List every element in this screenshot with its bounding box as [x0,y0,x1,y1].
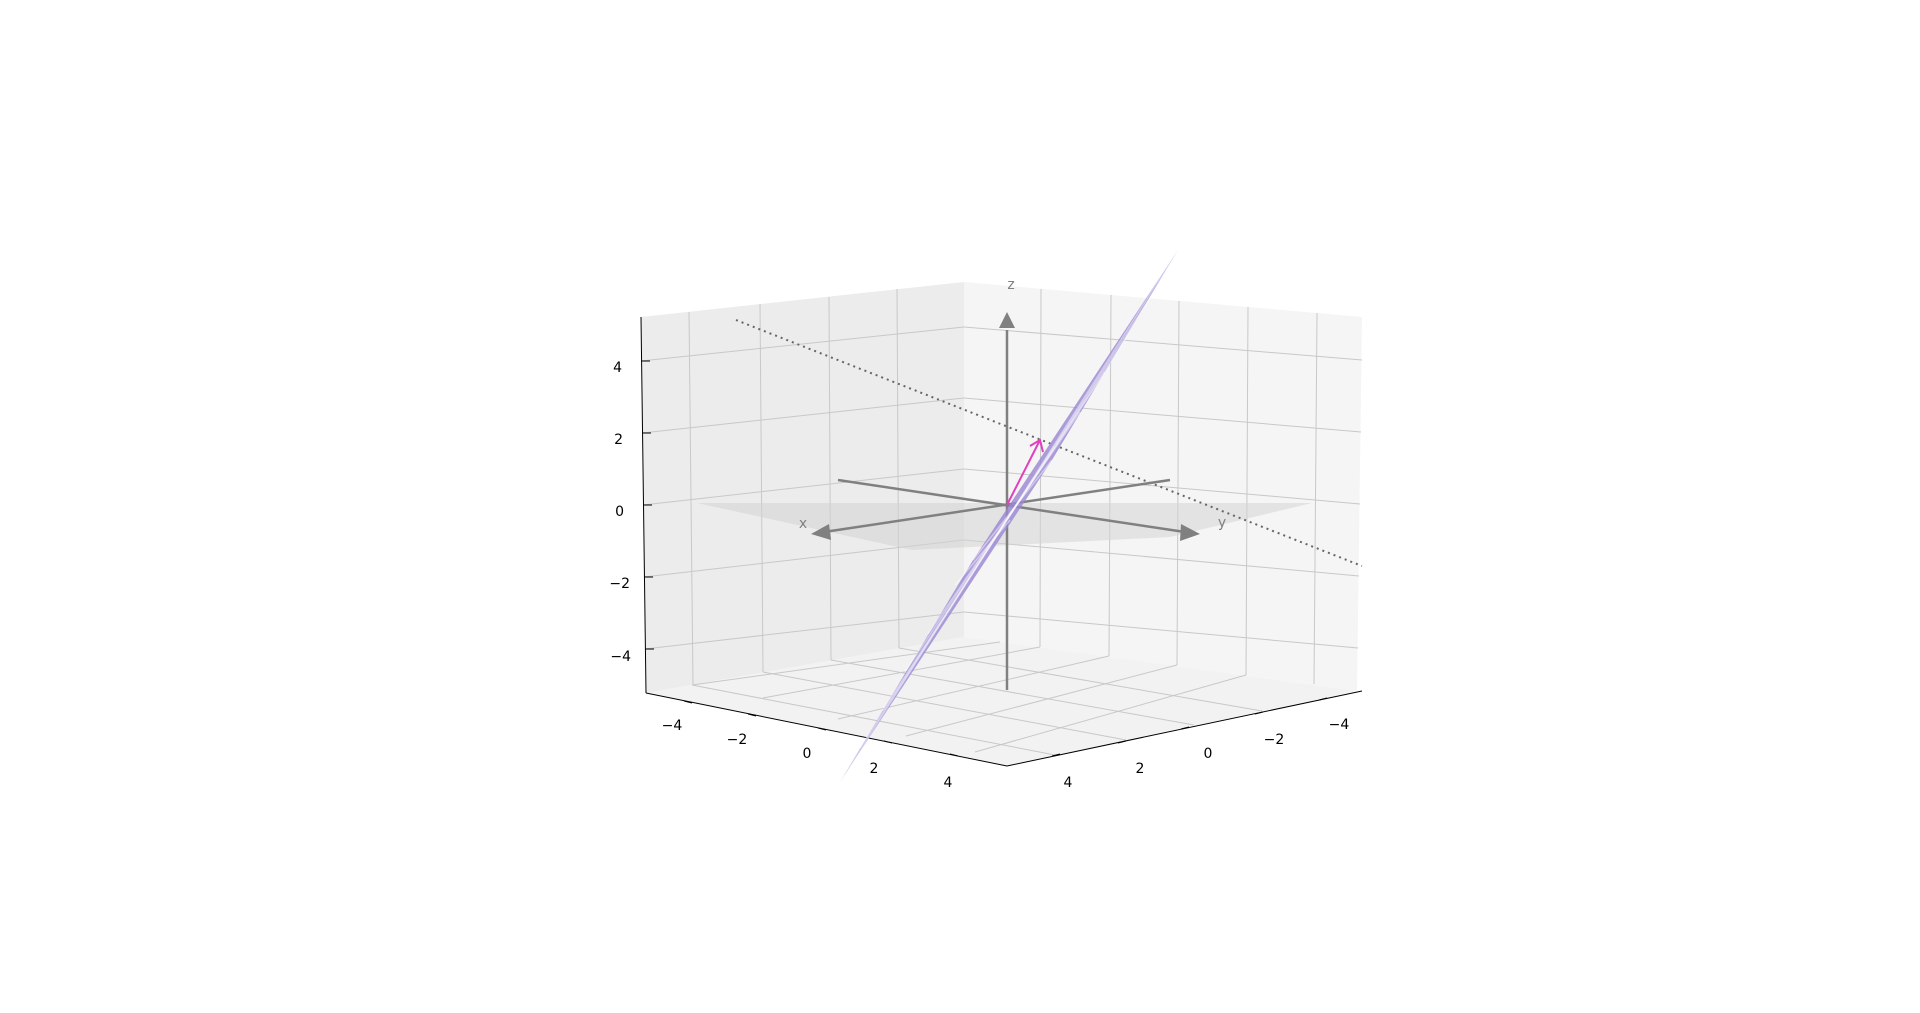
x-tick-label: 4 [944,775,953,791]
grid-left-v2 [759,303,764,673]
ref-y-arrowhead [1180,524,1200,541]
grid-left-z2 [641,397,965,434]
grid-left-v3 [828,296,832,661]
wire-line [954,519,1011,586]
ref-x-axis-line [823,478,1171,534]
grid-right-z4 [963,539,1360,577]
grid-floor-a4 [898,647,1263,712]
ref-z-label: z [1007,277,1014,293]
normal-vector-head [1029,438,1044,453]
y-tick-label: 2 [1136,761,1145,777]
z-tick-label: 2 [614,432,623,448]
wire-line [927,411,1081,635]
x-tick-mark [949,753,959,757]
pane-floor [646,637,1357,766]
y-tick-mark [1254,711,1264,715]
plane-wireframe [839,249,1179,783]
ref-x-arrowhead [811,524,831,540]
tick-marks [641,360,1328,757]
ref-y-label: y [1218,515,1226,531]
dotted-line [735,319,1363,567]
plane-fill [840,250,1178,782]
grid-right-v5 [1313,312,1318,685]
grid-left-v4 [896,288,900,649]
grid-floor-b5 [974,674,1247,753]
grid-floor-a1 [691,684,1056,756]
x-tick-mark [883,740,893,744]
grid-right-z1 [963,326,1363,361]
grid-left-z3 [642,468,965,506]
x-tick-label: −2 [727,732,748,748]
x-tick-mark [817,727,827,731]
wire-line [859,289,1156,749]
grid-left-v1 [688,311,694,686]
y-tick-mark [1180,726,1190,730]
z-tick-label: −2 [609,576,630,592]
grid-floor-b1 [691,641,1001,686]
wire-line [904,371,1106,673]
normal-vector-shaft [1006,439,1041,506]
wire-line [972,459,1053,561]
ref-x-label: x [799,516,807,532]
z-tick-label: 0 [615,504,624,520]
tick-labels: 4 2 0 −2 −4 −4 −2 0 2 4 −4 −2 0 2 4 [609,360,1349,791]
grid-left-z1 [640,326,965,362]
grid-right-z2 [963,397,1362,433]
grid-right-z5 [963,611,1359,649]
y-tick-mark [1051,753,1061,757]
y-tick-mark [1117,740,1127,744]
grid-right-v3 [1176,300,1180,666]
x-axis-line [645,692,1008,767]
grid-floor-a2 [762,671,1127,741]
z-tick-label: −4 [610,649,631,665]
grid-floor-b2 [762,646,1041,699]
y-tick-label: −4 [1329,717,1350,733]
y-tick-label: 0 [1204,746,1213,762]
x-tick-label: −4 [662,718,683,734]
grid-right-v4 [1245,306,1249,676]
x-tick-label: 0 [803,746,812,762]
z-tick-label: 4 [613,360,622,376]
grid-left-z5 [644,611,965,650]
x-tick-mark [747,713,757,717]
y-tick-mark [1318,697,1328,701]
grid-floor-a3 [830,659,1195,726]
grid-lines [640,288,1363,756]
wire-line [839,249,1179,783]
x-tick-mark [683,700,693,704]
y-tick-label: 4 [1064,775,1073,791]
plane-surface [839,249,1179,783]
normal-vector [1006,438,1044,506]
x-tick-label: 2 [870,761,879,777]
grid-floor-b4 [905,664,1178,737]
y-tick-label: −2 [1264,732,1285,748]
ref-z-arrowhead [999,312,1015,328]
wire-line [882,331,1131,711]
grid-floor-b3 [837,655,1110,720]
